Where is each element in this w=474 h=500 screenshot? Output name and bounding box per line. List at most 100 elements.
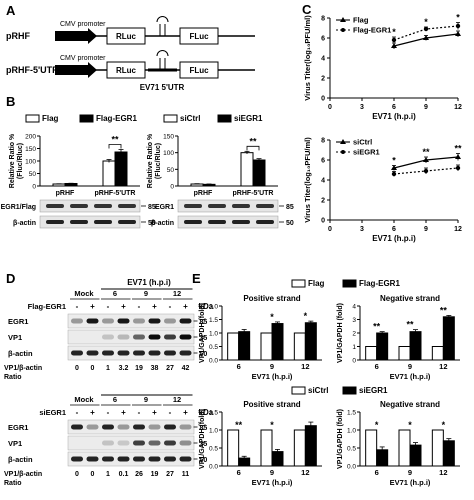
significance-mark: * [392,156,396,166]
y-tick-label: 150 [163,134,174,141]
kda-label: kDa [199,408,214,417]
blot-band [117,318,130,324]
blot-row-label: EGR1 [155,204,174,211]
panel-e-letter: E [192,271,201,286]
y-tick-label: 150 [25,146,36,153]
blot-band [164,440,176,446]
data-point-circle [423,168,429,174]
time-point-label: 9 [144,289,148,298]
construct-prhf-5utr-promoter: CMV promoter [60,55,106,62]
lane-sign: - [107,408,110,417]
lane-sign: + [121,408,126,417]
bar-flag [431,346,444,361]
x-tick-label: 6 [392,104,396,111]
blot-band [184,220,202,224]
legend-label: siEGR1 [353,148,380,157]
y-axis-label-line: Relative Ratio % [9,133,16,188]
y-axis-label: VP1/GAPDH (fold) [199,409,206,469]
blot-band [148,440,161,446]
construct-prhf-name: pRHF [6,31,30,41]
fluc-box [179,61,219,79]
bar-flag [398,346,411,361]
y-tick-label: 50 [167,167,175,174]
kda-value: 85 [200,319,208,326]
treatment-label: siEGR1 [39,408,66,417]
blot-band [232,204,250,208]
blot-band [184,204,202,208]
bar-siegr1 [304,425,317,467]
data-point-circle [423,26,429,32]
bar-flag-egr1 [376,332,389,361]
ratio-value: 3.2 [119,365,129,372]
blot-band [102,350,114,356]
blot-row-label: β-actin [151,220,174,227]
blot-band [164,456,176,462]
bar-siegr1 [442,440,455,467]
data-point-circle [455,23,461,29]
y-axis-label: VP1/GAPDH (fold) [199,303,206,363]
ratio-value: 42 [182,365,190,372]
y-tick-label: 1.0 [209,428,218,435]
blot-band [133,456,145,462]
y-tick-label: 100 [163,150,174,157]
data-point-triangle [391,165,397,170]
blot-band [148,424,161,430]
y-tick-label: 2.0 [209,304,218,311]
kda-value: 35 [200,441,208,448]
lane-sign: - [169,302,172,311]
y-tick-label: 6 [321,158,325,165]
significance-mark: * [408,420,412,430]
category-label: 6 [237,468,241,477]
y-axis-label: VP1/GAPDH (fold) [337,303,344,363]
panel-e: E Flag Flag-EGR1 siCtrl siEGR1 Positive st… [192,271,460,487]
category-label: 9 [408,362,412,371]
bar-flag-egr1 [114,151,128,187]
y-tick-label: 100 [25,159,36,166]
category-label: pRHF-5'UTR [95,190,136,197]
blot-band [46,220,64,224]
significance-mark: * [270,312,274,322]
data-point-circle [391,37,397,43]
promoter-arrow [55,62,97,78]
legend-label: siEGR1 [359,386,388,395]
data-point-triangle [391,43,397,48]
blot-strip [177,199,279,213]
blot-row-label: β-actin [13,220,36,227]
category-label: 9 [270,362,274,371]
y-tick-label: 2 [352,331,356,338]
y-tick-label: 1.5 [209,410,218,417]
significance-mark: * [392,27,396,37]
lane-sign: + [90,302,95,311]
kda-label: kDa [199,302,214,311]
legend-swatch [342,279,357,288]
blot-band [179,440,192,446]
time-label: EV71 (h.p.i) [127,278,171,287]
category-label: pRHF [56,190,75,197]
category-label: 6 [375,362,379,371]
legend-swatch [25,114,40,123]
fluc-label: FLuc [189,66,209,75]
x-tick-label: 9 [424,226,428,233]
blot-band [179,456,192,462]
data-point-circle [455,165,461,171]
bar-flag [227,332,240,361]
rluc-box [106,27,146,45]
y-tick-label: 8 [321,138,325,145]
blot-band [179,318,192,324]
mock-label: Mock [74,289,94,298]
blot-band [148,456,161,462]
blot-band [133,440,145,446]
lane-sign: + [90,408,95,417]
blot-band [164,318,176,324]
lane-sign: + [152,408,157,417]
stem-loop-icon [156,16,169,36]
blot-row-label: β-actin [8,349,33,358]
ratio-suffix: Ratio [4,480,22,487]
category-label: pRHF [194,190,213,197]
ratio-value: 0 [91,471,95,478]
panel-a: A pRHF CMV promoter RLuc FLuc pRHF-5'UTR… [6,3,255,92]
kda-value: 50 [200,351,208,358]
blot-band [70,220,88,224]
legend-marker [340,17,346,22]
panel-d-letter: D [6,271,15,286]
